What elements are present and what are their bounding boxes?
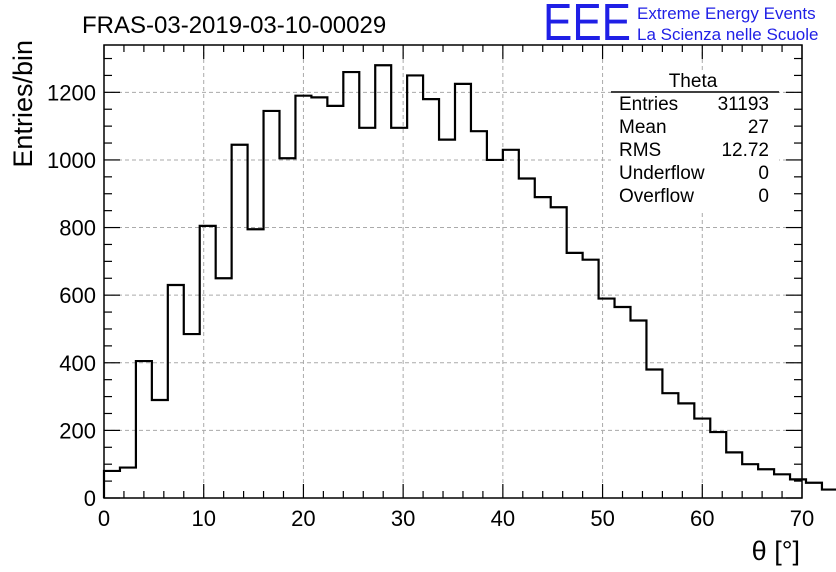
histogram-bin	[104, 471, 120, 498]
plot-frame	[103, 44, 803, 499]
stats-title: Theta	[669, 71, 718, 92]
histogram-bin	[407, 75, 423, 498]
histogram-bin	[806, 483, 822, 498]
stats-rows: Entries 31193 Mean 27 RMS 12.72 Underflow 0 Over…	[619, 94, 769, 207]
x-tick-label: 50	[590, 506, 614, 531]
x-tick-label: 20	[291, 506, 315, 531]
axis-ticks	[103, 45, 803, 499]
stats-box: Theta Entries 31193 Mean 27 RMS 12.72 Underflo…	[611, 70, 779, 210]
x-tick-label: 10	[191, 506, 215, 531]
histogram-bin	[503, 150, 519, 498]
histogram-bin	[200, 226, 216, 498]
histogram-bin	[567, 253, 583, 498]
stats-box-background	[611, 70, 779, 210]
histogram-bin	[758, 469, 774, 498]
histogram-bin	[439, 140, 455, 498]
histogram-bin	[551, 207, 567, 498]
stats-value: 0	[758, 186, 769, 207]
y-axis-tick-labels: 0 200 400 600 800 1000 1200	[47, 80, 96, 511]
x-axis-title: θ [°]	[752, 536, 800, 566]
histogram-bin	[583, 260, 599, 498]
histogram-bin	[279, 158, 295, 498]
histogram-bin	[599, 299, 615, 498]
histogram-bin	[471, 131, 487, 498]
x-tick-label: 0	[98, 506, 110, 531]
histogram-bin	[152, 400, 168, 498]
logo-mark: EEE	[543, 0, 631, 52]
histogram-bin	[120, 468, 136, 498]
stats-value: 0	[758, 163, 769, 184]
histogram-bin	[646, 370, 662, 498]
logo-line-1: Extreme Energy Events	[637, 4, 816, 23]
stats-value: 27	[748, 117, 769, 138]
histogram-bin	[216, 278, 232, 498]
x-axis-tick-labels: 0 10 20 30 40 50 60 70	[98, 506, 814, 531]
histogram-bin	[726, 452, 742, 498]
histogram-bin	[295, 96, 311, 498]
y-tick-label: 400	[59, 351, 96, 376]
eee-logo: EEE Extreme Energy Events La Scienza nel…	[543, 0, 818, 52]
histogram-bin	[391, 128, 407, 498]
histogram-bin	[168, 285, 184, 498]
y-tick-label: 0	[84, 486, 96, 511]
y-tick-label: 800	[59, 216, 96, 241]
histogram-bin	[630, 321, 646, 498]
x-tick-label: 70	[790, 506, 814, 531]
y-tick-label: 1000	[47, 148, 96, 173]
histogram-bin	[519, 179, 535, 498]
stats-value: 12.72	[721, 140, 769, 161]
histogram-bin	[487, 160, 503, 498]
histogram-bin	[455, 84, 471, 498]
histogram-bin	[184, 334, 200, 498]
histogram-bin	[423, 99, 439, 498]
histogram-bin	[790, 479, 806, 498]
x-tick-label: 40	[491, 506, 515, 531]
histogram-bin	[678, 403, 694, 498]
histogram-bin	[662, 393, 678, 498]
y-tick-label: 1200	[47, 80, 96, 105]
x-tick-label: 30	[391, 506, 415, 531]
histogram-bin	[822, 490, 836, 498]
y-axis-title: Entries/bin	[8, 40, 38, 168]
x-tick-label: 60	[690, 506, 714, 531]
histogram-bin	[710, 432, 726, 498]
histogram-bin	[264, 111, 280, 498]
y-tick-label: 600	[59, 283, 96, 308]
histogram-bin	[359, 128, 375, 498]
histogram-bin	[742, 464, 758, 498]
histogram-bin	[343, 72, 359, 498]
histogram-bin	[248, 229, 264, 498]
stats-label: Entries	[619, 94, 678, 115]
stats-label: Underflow	[619, 163, 705, 184]
histogram-bin	[375, 65, 391, 498]
stats-label: Mean	[619, 117, 667, 138]
stats-label: Overflow	[619, 186, 694, 207]
y-tick-label: 200	[59, 418, 96, 443]
stats-label: RMS	[619, 140, 661, 161]
histogram-series	[102, 64, 836, 498]
logo-line-2: La Scienza nelle Scuole	[637, 25, 818, 44]
histogram-bin	[232, 145, 248, 498]
histogram-bin	[327, 106, 343, 498]
histogram-bin	[136, 361, 152, 498]
histogram-bin	[535, 197, 551, 498]
chart-title: FRAS-03-2019-03-10-00029	[82, 12, 386, 39]
histogram-bin	[615, 307, 631, 498]
histogram-bin	[311, 97, 327, 498]
stats-value: 31193	[718, 94, 769, 115]
histogram-line	[102, 64, 836, 498]
